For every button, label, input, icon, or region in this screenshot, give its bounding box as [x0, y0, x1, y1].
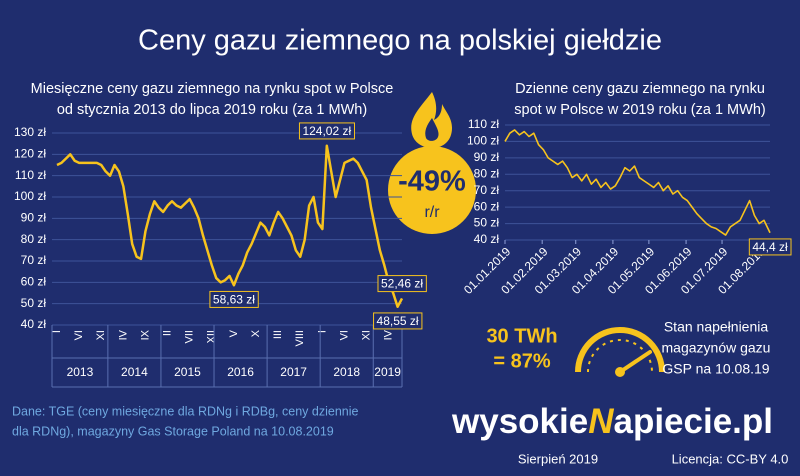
y-tick-label: 40 zł: [474, 232, 500, 246]
badge-circle: [388, 146, 476, 234]
value-label-box: [373, 312, 423, 330]
license: Licencja: CC-BY 4.0: [672, 451, 789, 466]
logo: wysokieNapiecie.pl: [451, 402, 773, 441]
x-tick-label: VII: [184, 330, 196, 343]
y-tick-label: 80 zł: [21, 232, 47, 246]
main-title: Ceny gazu ziemnego na polskiej giełdzie: [138, 25, 662, 57]
x-tick-label: I: [51, 330, 63, 333]
x-tick-label: XII: [206, 330, 218, 343]
value-label: 48,55 zł: [377, 314, 419, 328]
gauge-arc: [575, 327, 665, 373]
y-tick-label: 40 zł: [21, 317, 47, 331]
x-tick-label: X: [250, 329, 262, 337]
badge-value: -49%: [398, 166, 466, 198]
x-tick-label: VI: [338, 330, 350, 340]
badge-sub: r/r: [424, 204, 440, 221]
x-tick-label: V: [228, 329, 240, 337]
y-tick-label: 50 zł: [21, 296, 47, 310]
value-label: 58,63 zł: [213, 292, 255, 306]
value-label-box: [748, 238, 792, 256]
publish-date: Sierpień 2019: [518, 451, 598, 466]
y-tick-label: 110 zł: [468, 117, 499, 131]
value-label-box: [298, 122, 355, 140]
x-tick-label: XI: [95, 330, 107, 340]
y-tick-label: 60 zł: [474, 199, 500, 213]
chart-subtitle: Miesięczne ceny gazu ziemnego na rynku s…: [31, 81, 394, 97]
x-tick-label: II: [161, 330, 173, 336]
y-tick-label: 100 zł: [14, 189, 46, 203]
x-tick-label: VIII: [294, 330, 306, 347]
year-label: 2013: [67, 365, 94, 379]
gauge-hub: [615, 367, 625, 377]
year-label: 2018: [333, 365, 360, 379]
chart-subtitle: Dzienne ceny gazu ziemnego na rynku: [515, 81, 765, 97]
y-tick-label: 100 zł: [467, 134, 499, 148]
year-label: 2015: [174, 365, 201, 379]
x-tick-label: III: [272, 330, 284, 339]
y-tick-label: 80 zł: [474, 166, 500, 180]
y-tick-label: 120 zł: [14, 147, 46, 161]
x-tick-label: IV: [383, 329, 395, 340]
y-tick-label: 90 zł: [474, 150, 500, 164]
flame-core: [425, 118, 439, 141]
storage-caption: Stan napełnienia: [664, 319, 769, 335]
y-tick-label: 70 zł: [474, 183, 500, 197]
logo-part: apiecie.pl: [613, 402, 773, 441]
logo-part: N: [588, 402, 614, 441]
x-tick-label: I: [316, 330, 328, 333]
y-tick-label: 130 zł: [14, 125, 46, 139]
price-line: [504, 129, 771, 236]
storage-caption: GSP na 10.08.19: [662, 361, 769, 377]
y-tick-label: 90 zł: [21, 211, 47, 225]
chart-subtitle: spot w Polsce w 2019 roku (za 1 MWh): [514, 102, 765, 118]
x-tick-label: VI: [73, 330, 85, 340]
chart-subtitle: od stycznia 2013 do lipca 2019 roku (za …: [57, 102, 367, 118]
value-label: 124,02 zł: [302, 124, 351, 138]
year-label: 2019: [374, 365, 401, 379]
y-tick-label: 60 zł: [21, 275, 47, 289]
value-label-box: [209, 290, 259, 308]
source-note: Dane: TGE (ceny miesięczne dla RDNg i RD…: [12, 404, 358, 418]
value-label: 44,4 zł: [752, 240, 788, 254]
year-label: 2016: [227, 365, 254, 379]
storage-caption: magazynów gazu: [662, 340, 771, 356]
year-label: 2014: [121, 365, 148, 379]
x-tick-label: XI: [361, 330, 373, 340]
gauge-needle: [618, 350, 652, 374]
x-tick-label: IX: [139, 329, 151, 340]
source-note: dla RDNg), magazyny Gas Storage Poland n…: [12, 424, 334, 438]
gauge-ticks: [587, 339, 653, 373]
x-tick-label: IV: [117, 329, 129, 340]
storage-amount: 30 TWh: [486, 325, 557, 347]
value-label-box: [377, 275, 427, 293]
storage-percent: = 87%: [493, 350, 550, 372]
price-line: [56, 144, 404, 309]
y-tick-label: 50 zł: [474, 216, 500, 230]
y-tick-label: 110 zł: [15, 168, 46, 182]
year-label: 2017: [280, 365, 307, 379]
y-tick-label: 70 zł: [21, 253, 47, 267]
logo-part: wysokie: [451, 402, 588, 441]
value-label: 52,46 zł: [381, 277, 423, 291]
